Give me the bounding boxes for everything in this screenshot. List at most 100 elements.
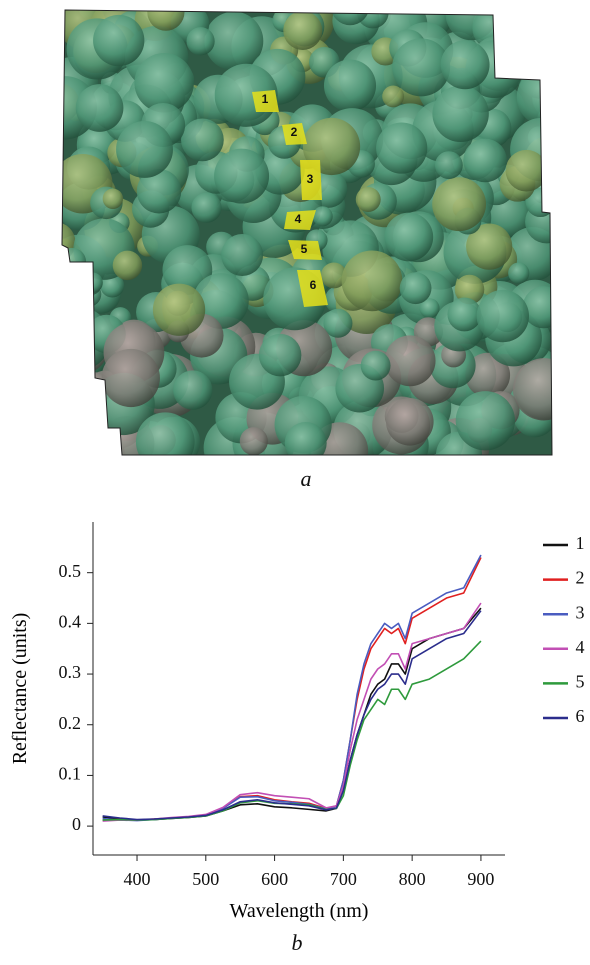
y-tick-label: 0.2 (59, 713, 82, 733)
tree-crown (522, 286, 552, 329)
tree-crown (75, 84, 124, 132)
tree-crown (382, 85, 405, 108)
marker-label: 1 (262, 92, 269, 106)
tree-crown (399, 272, 432, 305)
tree-crown (491, 12, 528, 48)
tree-crown (516, 14, 549, 47)
series-line (102, 610, 482, 821)
marker-label: 4 (295, 212, 302, 226)
tree-crown (62, 353, 90, 408)
marker-area (252, 90, 279, 112)
chart: 0 0.1 0.2 0.3 0.4 0.5 400 500 600 700 800 900 Wavele… (9, 522, 585, 922)
y-tick-label: 0.1 (59, 764, 82, 784)
series-line (102, 602, 482, 822)
marker-label: 5 (301, 242, 308, 256)
tree-crown (511, 10, 552, 40)
tree-crown (516, 67, 552, 127)
legend-label: 4 (576, 637, 585, 657)
marker-group: 1 2 3 4 5 6 (252, 90, 328, 307)
tree-crown (502, 10, 534, 30)
legend-label: 3 (576, 602, 585, 622)
series-line (102, 557, 482, 821)
legend-label: 6 (576, 706, 585, 726)
tree-crown (454, 274, 485, 305)
tree-crown (112, 250, 143, 281)
tree-crown (434, 151, 463, 180)
tree-crown (466, 223, 513, 270)
tree-crown (135, 412, 195, 455)
tree-crown (360, 350, 391, 381)
tree-crown (419, 298, 440, 319)
tree-crown (512, 358, 552, 421)
tree-crown (501, 10, 552, 52)
marker-label: 2 (291, 125, 298, 139)
x-tick-label: 700 (330, 869, 357, 889)
tree-crown (476, 289, 530, 343)
tree-crown (385, 397, 434, 446)
tree-crown (323, 308, 353, 338)
tree-crown (539, 91, 552, 119)
tree-crown (447, 297, 482, 332)
y-tick-label: 0 (72, 814, 81, 834)
tree-crown (116, 120, 173, 178)
tree-crown (204, 11, 264, 71)
y-tick-label: 0.3 (59, 662, 82, 682)
tree-crown (494, 10, 544, 35)
tree-crown (258, 333, 302, 377)
tree-crown (440, 40, 490, 90)
tree-crown (93, 14, 145, 67)
tree-crown (323, 59, 377, 112)
tree-crown (432, 177, 487, 232)
y-tick-label: 0.4 (59, 611, 82, 631)
tree-crown (186, 27, 215, 56)
tree-crown (432, 85, 489, 142)
tree-crown (239, 427, 268, 455)
marker-area (284, 210, 316, 230)
tree-crown (62, 324, 70, 353)
tree-crown (355, 186, 381, 212)
tree-crown (320, 262, 347, 289)
tree-crown (102, 188, 124, 209)
tree-crown (62, 260, 86, 292)
x-tick-label: 900 (467, 869, 494, 889)
tree-crown (62, 294, 90, 324)
x-axis-title: Wavelength (nm) (230, 900, 369, 922)
y-axis-title: Reflectance (units) (9, 613, 31, 765)
tree-crown (101, 348, 160, 408)
tree-crown (62, 76, 97, 140)
tree-crown (505, 149, 548, 192)
tree-crown (283, 11, 323, 50)
tree-crown (214, 148, 270, 204)
legend-label: 2 (576, 568, 585, 588)
tree-crown (162, 245, 213, 295)
tree-crown (62, 365, 94, 405)
tree-crown (465, 352, 511, 398)
caption-b: b (292, 930, 303, 955)
tree-crown (508, 262, 530, 284)
tree-crown (384, 212, 434, 262)
marker-area (297, 270, 328, 307)
tree-crown (62, 54, 67, 76)
tree-crown (330, 10, 370, 26)
tree-crown (181, 118, 224, 162)
tree-crown (463, 138, 507, 183)
y-tick-label: 0.5 (59, 561, 82, 581)
tree-crown (221, 234, 264, 276)
x-tick-label: 800 (399, 869, 426, 889)
x-tick-label: 600 (261, 869, 288, 889)
tree-crown (341, 250, 403, 312)
tree-crown (62, 372, 85, 403)
tree-crown (152, 283, 206, 336)
tree-crown (66, 347, 95, 376)
tree-crown (392, 38, 451, 97)
tree-crown (62, 409, 70, 439)
tree-crown (82, 272, 103, 293)
tree-crown (521, 27, 543, 49)
tree-crown (147, 10, 185, 31)
tree-crown (62, 418, 84, 455)
tree-crown (522, 33, 552, 79)
tree-crown (191, 192, 222, 223)
marker-label: 3 (307, 172, 314, 186)
